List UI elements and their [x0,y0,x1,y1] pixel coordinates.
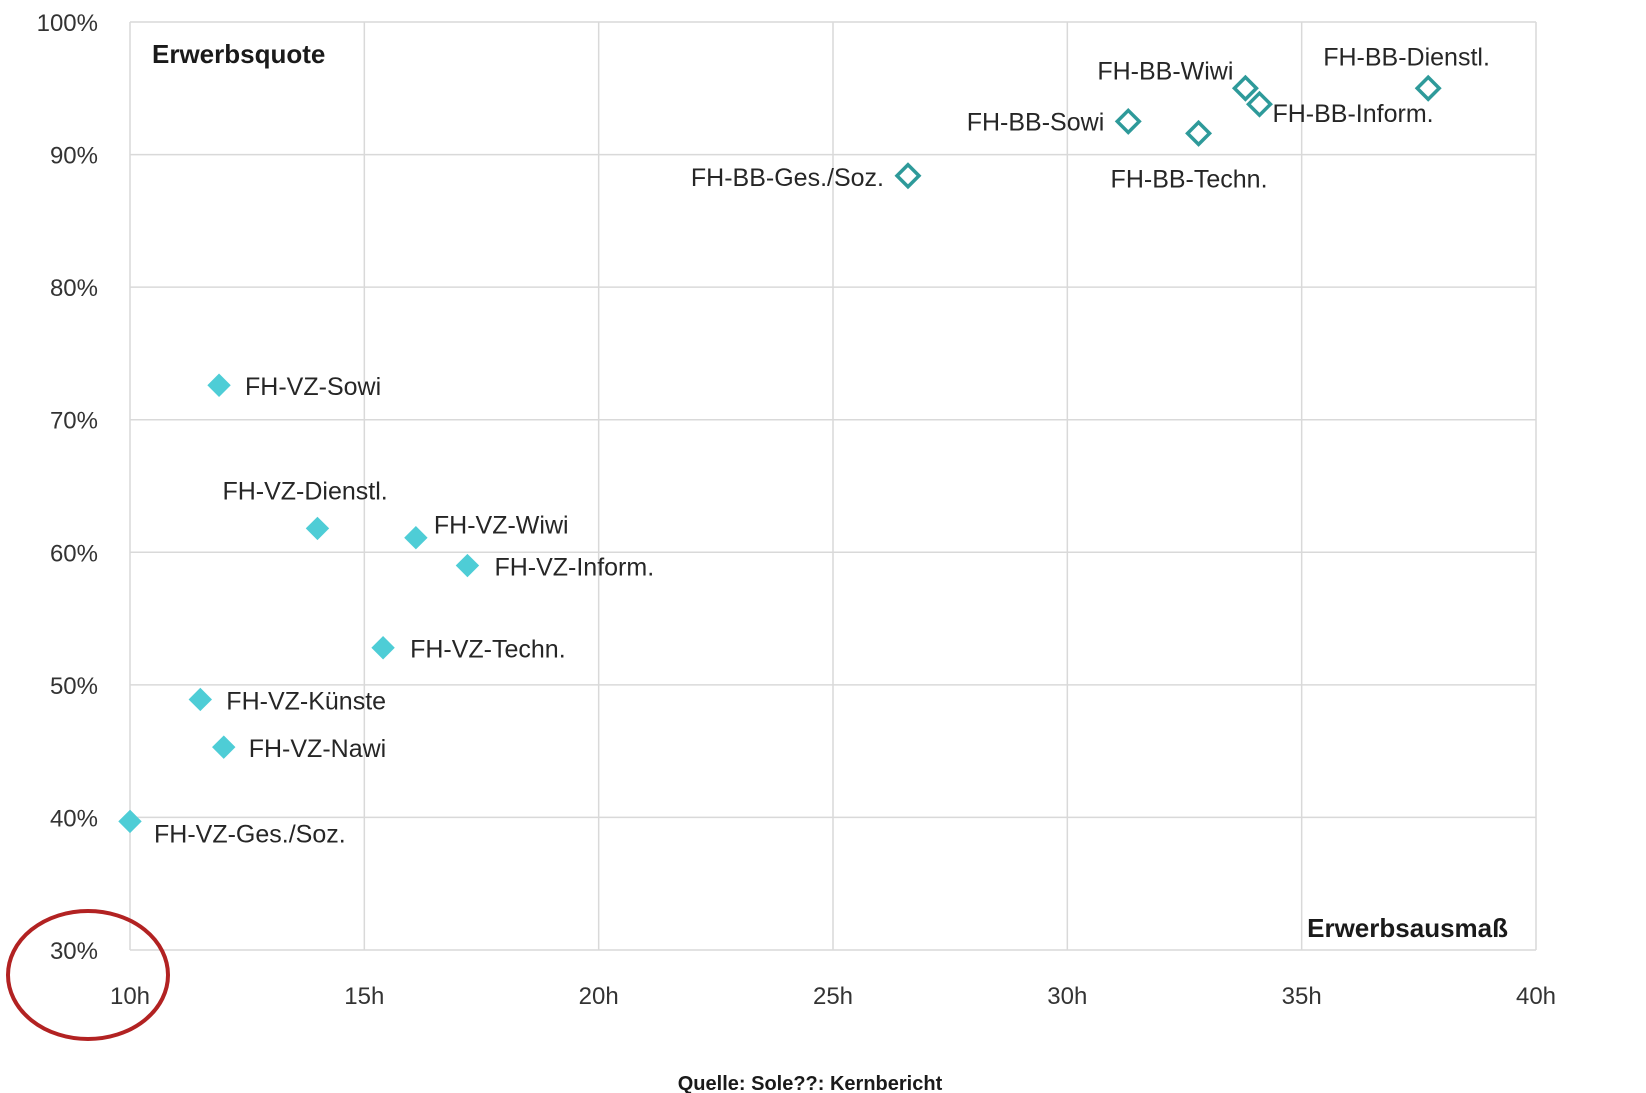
data-point-label: FH-BB-Dienstl. [1323,43,1490,71]
tick-labels: 10h 15h 20h 25h 30h 35h 40h 30% 40% 50% 60% 70% 80% 9… [37,10,1556,1010]
data-point-marker [1231,74,1259,102]
x-tick-label: 15h [344,983,384,1010]
x-tick-label: 20h [579,983,619,1010]
x-axis-title: Erwerbsausmaß [1307,913,1508,943]
y-tick-label: 60% [50,540,98,567]
data-point-label: FH-BB-Sowi [967,108,1105,136]
data-point-marker [371,636,395,660]
data-point-label: FH-VZ-Dienstl. [222,477,387,505]
y-tick-label: 100% [37,10,98,37]
y-tick-label: 40% [50,805,98,832]
data-point-marker [455,553,480,578]
data-point-label: FH-BB-Inform. [1272,100,1433,128]
x-tick-label: 30h [1047,983,1087,1010]
grid-lines [129,21,1537,951]
y-tick-label: 30% [50,938,98,965]
data-point-marker [1185,119,1213,147]
data-point-marker [212,735,236,759]
data-point-label: FH-BB-Techn. [1111,165,1268,193]
y-tick-label: 70% [50,408,98,435]
data-point-marker [305,516,330,541]
y-tick-label: 50% [50,673,98,700]
highlight-circle [6,909,170,1041]
data-point-marker [894,162,922,190]
source-note: Quelle: Sole??: Kernbericht [678,1073,943,1093]
data-point-label: FH-VZ-Ges./Soz. [154,820,346,848]
x-tick-label: 40h [1516,983,1556,1010]
data-point-marker [1114,107,1142,135]
data-points [118,74,1442,834]
data-point-marker [1414,74,1442,102]
y-tick-label: 90% [50,143,98,170]
data-point-label: FH-VZ-Sowi [245,373,381,401]
data-point-label: FH-VZ-Nawi [249,735,387,763]
data-point-marker [118,809,142,834]
x-tick-label: 35h [1282,983,1322,1010]
data-point-label: FH-VZ-Techn. [410,636,566,664]
data-point-marker [188,687,213,712]
data-point-label: FH-VZ-Wiwi [434,512,569,540]
x-tick-label: 10h [110,983,150,1010]
data-point-label: FH-VZ-Inform. [494,554,654,582]
x-tick-label: 25h [813,983,853,1010]
data-point-marker [207,373,231,397]
data-point-label: FH-BB-Ges./Soz. [691,164,884,192]
y-tick-label: 80% [50,275,98,302]
point-labels: FH-VZ-Sowi FH-VZ-Dienstl. FH-VZ-Wiwi FH-VZ-… [154,43,1490,848]
data-point-marker [404,525,428,550]
data-point-label: FH-BB-Wiwi [1097,57,1233,85]
data-point-marker [1246,90,1273,118]
y-axis-title: Erwerbsquote [152,39,325,69]
data-point-label: FH-VZ-Künste [226,687,386,715]
